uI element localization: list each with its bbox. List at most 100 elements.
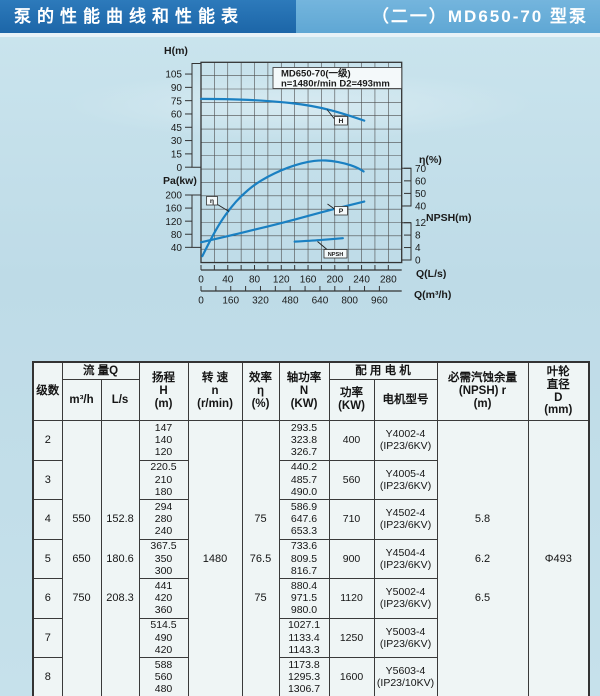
cell-H: 220.5 210 180 bbox=[138, 459, 189, 500]
cell-npsh: 5.8 bbox=[436, 499, 529, 539]
cell-N: 586.9 647.6 653.3 bbox=[278, 499, 330, 540]
curve-label-P: P bbox=[339, 208, 344, 215]
axis-label-q-m3h: Q(m³/h) bbox=[414, 289, 451, 301]
cell-stage: 4 bbox=[32, 499, 63, 540]
cell-kw: 710 bbox=[328, 499, 375, 540]
q-ls-tick-label: 200 bbox=[326, 275, 343, 286]
cell-npsh: 6.2 bbox=[436, 539, 529, 579]
page-title: 泵的性能曲线和性能表 bbox=[0, 0, 296, 33]
tick-label-Pa: 80 bbox=[171, 230, 183, 241]
cell-N: 440.2 485.7 490.0 bbox=[278, 459, 330, 500]
cell-eff bbox=[241, 657, 280, 696]
axis-label-eta: η(%) bbox=[419, 154, 442, 166]
cell-m3h bbox=[61, 618, 102, 658]
tick-label-Pa: 40 bbox=[171, 243, 183, 254]
cell-N: 1027.1 1133.4 1143.3 bbox=[278, 617, 330, 658]
curve-label-box-η bbox=[206, 196, 218, 206]
cell-d bbox=[527, 657, 590, 696]
table-row-stage-5: 5 650 180.6 367.5 350 300 1480 76.5 733.6 809.… bbox=[32, 538, 590, 579]
cell-H: 514.5 490 420 bbox=[138, 617, 189, 658]
cell-model: Y5002-4 (IP23/6KV) bbox=[373, 578, 438, 619]
cell-speed bbox=[187, 499, 243, 539]
tick-label-NPSH: 8 bbox=[415, 231, 421, 242]
cell-N: 733.6 809.5 816.7 bbox=[278, 538, 330, 579]
cell-eff bbox=[241, 460, 280, 500]
cell-speed bbox=[187, 618, 243, 658]
cell-d bbox=[527, 618, 590, 658]
axis-bracket-eta bbox=[401, 167, 412, 207]
tick-label-H: 90 bbox=[171, 83, 183, 94]
col-header-npsh: 必需汽蚀余量 (NPSH) r (m) bbox=[436, 361, 529, 421]
tick-label-NPSH: 4 bbox=[415, 243, 421, 254]
tick-label-H: 0 bbox=[176, 163, 182, 174]
curve-leader-H bbox=[326, 109, 335, 120]
cell-m3h: 550 bbox=[61, 499, 102, 539]
cell-d bbox=[527, 578, 590, 618]
cell-ls bbox=[100, 420, 140, 460]
q-ls-tick-label: 160 bbox=[300, 275, 317, 286]
curve-label-box-H bbox=[334, 116, 348, 126]
col-header-flow: 流 量Q bbox=[61, 361, 140, 380]
col-header-impeller: 叶轮 直径 D (mm) bbox=[527, 361, 590, 421]
cell-ls: 208.3 bbox=[100, 578, 140, 618]
curve-label-η: η bbox=[210, 198, 214, 205]
cell-H: 294 280 240 bbox=[138, 499, 189, 540]
cell-ls: 152.8 bbox=[100, 499, 140, 539]
curve-leader-η bbox=[217, 204, 230, 212]
cell-speed bbox=[187, 657, 243, 696]
cell-stage: 8 bbox=[32, 657, 63, 696]
q-m3h-tick-label: 320 bbox=[252, 296, 269, 307]
chart-title-box bbox=[272, 67, 403, 89]
cell-H: 367.5 350 300 bbox=[138, 538, 189, 579]
cell-speed bbox=[187, 578, 243, 618]
axis-bracket-Pa bbox=[191, 194, 201, 248]
cell-d bbox=[527, 420, 590, 460]
q-m3h-tick-label: 800 bbox=[341, 296, 358, 307]
q-ls-tick-label: 240 bbox=[353, 275, 370, 286]
axis-label-H: H(m) bbox=[164, 45, 188, 57]
table-row-stage-4: 4 550 152.8 294 280 240 75 586.9 647.6 653.3 7… bbox=[32, 499, 590, 540]
cell-d bbox=[527, 499, 590, 539]
title-bar: 泵的性能曲线和性能表 （二一）MD650-70 型泵 bbox=[0, 0, 600, 37]
col-header-motor: 配 用 电 机 bbox=[328, 361, 438, 380]
tick-label-H: 75 bbox=[171, 96, 183, 107]
cell-d bbox=[527, 460, 590, 500]
col-header-motor-power: 功率 (KW) bbox=[328, 379, 375, 421]
q-m3h-tick-label: 0 bbox=[198, 296, 204, 307]
col-header-speed: 转 速 n (r/min) bbox=[187, 361, 243, 421]
q-ls-tick-label: 0 bbox=[198, 275, 204, 286]
cell-npsh bbox=[436, 618, 529, 658]
col-header-shaft-power: 轴功率 N (KW) bbox=[278, 361, 330, 421]
curve-NPSH bbox=[293, 237, 344, 243]
cell-stage: 6 bbox=[32, 578, 63, 619]
tick-label-eta: 40 bbox=[415, 202, 427, 213]
axis-label-NPSH: NPSH(m) bbox=[426, 212, 472, 224]
tick-label-NPSH: 0 bbox=[415, 256, 421, 267]
axis-label-q-ls: Q(L/s) bbox=[416, 268, 446, 280]
curve-label-H: H bbox=[339, 118, 344, 125]
q-ls-tick-label: 120 bbox=[273, 275, 290, 286]
cell-stage: 3 bbox=[32, 459, 63, 500]
curve-η bbox=[201, 159, 365, 258]
tick-label-H: 45 bbox=[171, 123, 183, 134]
grid-border bbox=[200, 61, 403, 264]
cell-eff bbox=[241, 420, 280, 460]
cell-eff: 76.5 bbox=[241, 539, 280, 579]
cell-model: Y5003-4 (IP23/6KV) bbox=[373, 617, 438, 658]
pump-model-title: （二一）MD650-70 型泵 bbox=[296, 0, 600, 33]
cell-N: 1173.8 1295.3 1306.7 bbox=[278, 657, 330, 696]
table-row-stage-7: 7 514.5 490 420 1027.1 1133.4 1143.3 1250 Y5… bbox=[32, 617, 590, 658]
cell-kw: 400 bbox=[328, 420, 375, 461]
tick-label-Pa: 160 bbox=[165, 204, 182, 215]
table-row-stage-2: 2 147 140 120 293.5 323.8 326.7 400 Y4002-4 … bbox=[32, 420, 590, 461]
pump-performance-chart: MD650-70(一级)n=1480r/min D2=493mm H(m) 105 9… bbox=[163, 45, 472, 307]
curve-P bbox=[199, 200, 366, 244]
tick-label-NPSH: 12 bbox=[415, 218, 427, 229]
cell-kw: 1120 bbox=[328, 578, 375, 619]
cell-m3h: 650 bbox=[61, 539, 102, 579]
cell-model: Y4504-4 (IP23/6KV) bbox=[373, 538, 438, 579]
cell-eff: 75 bbox=[241, 499, 280, 539]
curve-leader-NPSH bbox=[317, 241, 328, 250]
cell-kw: 900 bbox=[328, 538, 375, 579]
